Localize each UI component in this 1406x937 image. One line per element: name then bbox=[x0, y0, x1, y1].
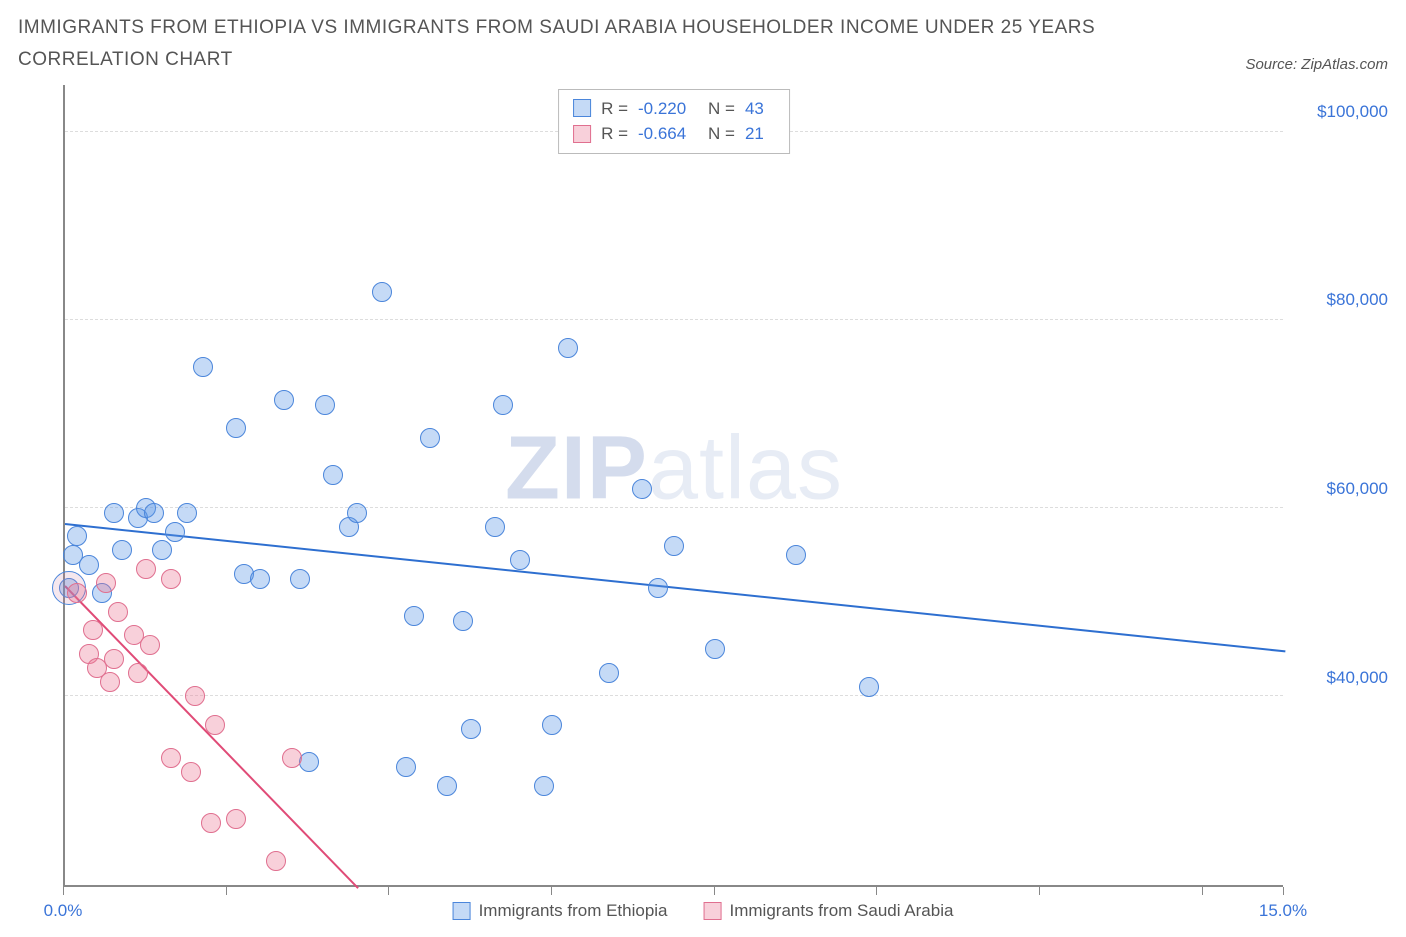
data-point bbox=[510, 550, 530, 570]
stat-n-label: N = bbox=[708, 121, 735, 147]
chart-container: Householder Income Under 25 years ZIPatl… bbox=[18, 85, 1388, 925]
data-point bbox=[347, 503, 367, 523]
data-point bbox=[205, 715, 225, 735]
data-point bbox=[108, 602, 128, 622]
x-tick bbox=[1202, 887, 1203, 895]
y-tick-label: $40,000 bbox=[1293, 668, 1388, 688]
stats-row: R = -0.220 N = 43 bbox=[573, 96, 775, 122]
data-point bbox=[485, 517, 505, 537]
data-point bbox=[144, 503, 164, 523]
x-tick-label: 15.0% bbox=[1259, 901, 1307, 921]
data-point bbox=[282, 748, 302, 768]
data-point bbox=[859, 677, 879, 697]
data-point bbox=[648, 578, 668, 598]
data-point bbox=[226, 809, 246, 829]
data-point bbox=[165, 522, 185, 542]
data-point bbox=[493, 395, 513, 415]
legend-swatch bbox=[453, 902, 471, 920]
data-point bbox=[181, 762, 201, 782]
x-tick bbox=[388, 887, 389, 895]
data-point bbox=[453, 611, 473, 631]
data-point bbox=[461, 719, 481, 739]
data-point bbox=[161, 748, 181, 768]
legend-swatch bbox=[573, 99, 591, 117]
data-point bbox=[534, 776, 554, 796]
data-point bbox=[250, 569, 270, 589]
x-tick bbox=[1039, 887, 1040, 895]
data-point bbox=[420, 428, 440, 448]
gridline bbox=[65, 319, 1283, 320]
data-point bbox=[290, 569, 310, 589]
x-tick bbox=[1283, 887, 1284, 895]
data-point bbox=[599, 663, 619, 683]
data-point bbox=[632, 479, 652, 499]
stats-row: R = -0.664 N = 21 bbox=[573, 121, 775, 147]
data-point bbox=[161, 569, 181, 589]
data-point bbox=[152, 540, 172, 560]
data-point bbox=[177, 503, 197, 523]
data-point bbox=[705, 639, 725, 659]
data-point bbox=[558, 338, 578, 358]
x-tick bbox=[714, 887, 715, 895]
header: IMMIGRANTS FROM ETHIOPIA VS IMMIGRANTS F… bbox=[18, 12, 1388, 77]
x-tick bbox=[551, 887, 552, 895]
stat-r-label: R = bbox=[601, 96, 628, 122]
series-legend: Immigrants from Ethiopia Immigrants from … bbox=[453, 901, 954, 921]
x-tick-label: 0.0% bbox=[44, 901, 83, 921]
chart-title: IMMIGRANTS FROM ETHIOPIA VS IMMIGRANTS F… bbox=[18, 12, 1118, 77]
x-tick bbox=[876, 887, 877, 895]
stat-r-label: R = bbox=[601, 121, 628, 147]
data-point bbox=[96, 573, 116, 593]
data-point bbox=[404, 606, 424, 626]
data-point bbox=[112, 540, 132, 560]
x-tick bbox=[226, 887, 227, 895]
data-point bbox=[664, 536, 684, 556]
stats-legend: R = -0.220 N = 43 R = -0.664 N = 21 bbox=[558, 89, 790, 154]
legend-item: Immigrants from Saudi Arabia bbox=[704, 901, 954, 921]
legend-item: Immigrants from Ethiopia bbox=[453, 901, 668, 921]
data-point bbox=[67, 526, 87, 546]
gridline bbox=[65, 507, 1283, 508]
data-point bbox=[201, 813, 221, 833]
watermark: ZIPatlas bbox=[505, 417, 843, 520]
data-point bbox=[185, 686, 205, 706]
legend-swatch bbox=[573, 125, 591, 143]
plot-area: ZIPatlas R = -0.220 N = 43 R = -0.664 N = 21 bbox=[63, 85, 1283, 887]
data-point bbox=[136, 559, 156, 579]
legend-label: Immigrants from Saudi Arabia bbox=[730, 901, 954, 921]
source-attribution: Source: ZipAtlas.com bbox=[1245, 56, 1388, 77]
y-tick-label: $80,000 bbox=[1293, 290, 1388, 310]
legend-label: Immigrants from Ethiopia bbox=[479, 901, 668, 921]
stat-r-value: -0.664 bbox=[638, 121, 698, 147]
data-point bbox=[315, 395, 335, 415]
data-point bbox=[128, 663, 148, 683]
y-tick-label: $60,000 bbox=[1293, 479, 1388, 499]
trend-line bbox=[64, 585, 358, 888]
x-tick bbox=[63, 887, 64, 895]
data-point bbox=[104, 503, 124, 523]
data-point bbox=[140, 635, 160, 655]
data-point bbox=[542, 715, 562, 735]
legend-swatch bbox=[704, 902, 722, 920]
data-point bbox=[83, 620, 103, 640]
data-point bbox=[104, 649, 124, 669]
data-point bbox=[323, 465, 343, 485]
data-point bbox=[266, 851, 286, 871]
data-point bbox=[100, 672, 120, 692]
data-point bbox=[437, 776, 457, 796]
data-point bbox=[396, 757, 416, 777]
stat-n-label: N = bbox=[708, 96, 735, 122]
data-point bbox=[193, 357, 213, 377]
data-point bbox=[79, 555, 99, 575]
data-point bbox=[372, 282, 392, 302]
data-point bbox=[226, 418, 246, 438]
data-point bbox=[786, 545, 806, 565]
y-tick-label: $100,000 bbox=[1293, 102, 1388, 122]
stat-n-value: 21 bbox=[745, 121, 775, 147]
stat-r-value: -0.220 bbox=[638, 96, 698, 122]
data-point bbox=[274, 390, 294, 410]
stat-n-value: 43 bbox=[745, 96, 775, 122]
gridline bbox=[65, 695, 1283, 696]
data-point bbox=[67, 583, 87, 603]
